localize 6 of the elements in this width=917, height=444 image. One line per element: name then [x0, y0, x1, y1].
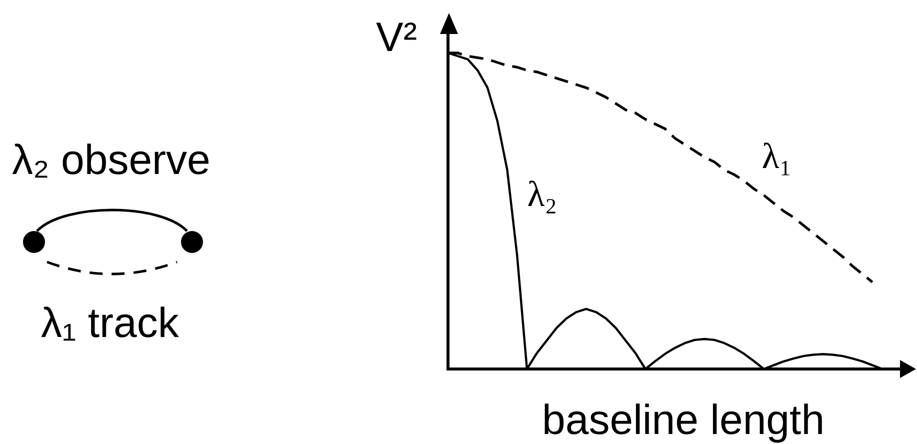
series-label: λ₁ [762, 136, 792, 176]
text: λ₂ observe [12, 136, 210, 183]
series-label: λ₂ [527, 174, 558, 214]
x-axis-title: baseline length [542, 396, 825, 443]
text: λ₁ track [41, 299, 179, 346]
y-axis-title: V² [376, 14, 417, 60]
